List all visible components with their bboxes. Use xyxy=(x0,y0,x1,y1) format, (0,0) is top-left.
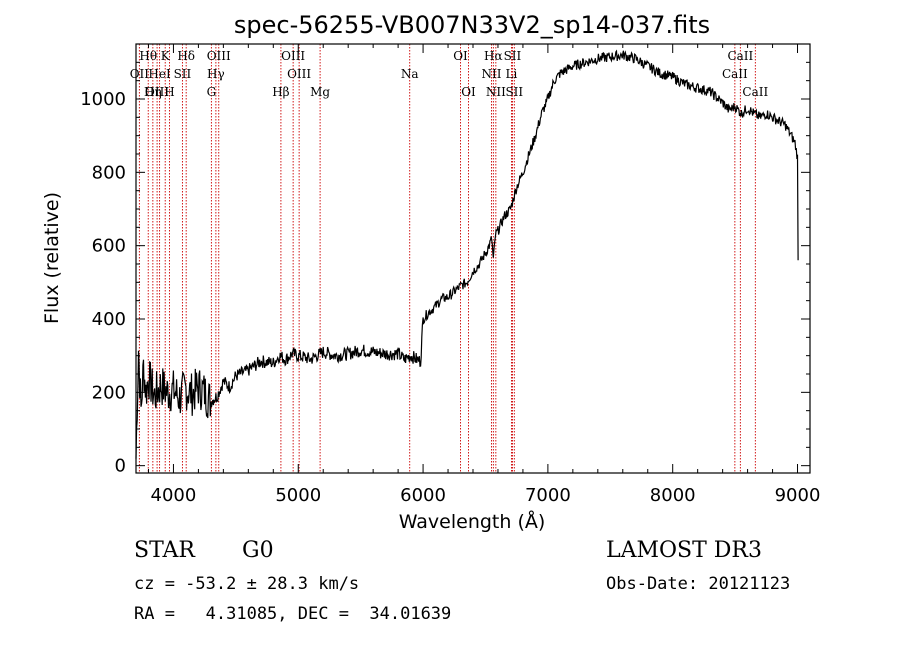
spectral-line-label: G xyxy=(207,85,217,99)
axis-ticks: 4000 5000 6000 7000 8000 9000 0 200 400 600 800 100… xyxy=(80,44,820,506)
y-tick-label: 1000 xyxy=(80,89,126,110)
y-tick-label: 0 xyxy=(115,456,126,477)
spectral-line-label: Hδ xyxy=(177,49,195,63)
y-axis-label: Flux (relative) xyxy=(41,192,63,324)
spectral-line-label: SII xyxy=(174,67,192,81)
x-axis-label: Wavelength (Å) xyxy=(399,510,546,533)
spectral-line-label: Hθ xyxy=(139,49,157,63)
spectral-line-label: Hβ xyxy=(272,85,289,99)
y-tick-label: 400 xyxy=(92,309,126,330)
redshift-cz: cz = -53.2 ± 28.3 km/s xyxy=(134,574,360,594)
spectral-line-label: OIII xyxy=(145,85,169,99)
spectral-line-label: Hα xyxy=(484,49,503,63)
x-tick-label: 9000 xyxy=(775,485,821,506)
spectrum-series-line xyxy=(135,49,799,459)
spectral-line-label: OI xyxy=(461,85,476,99)
spectral-lines-layer xyxy=(138,44,756,473)
spectral-line-label: OIII xyxy=(207,49,231,63)
spectral-line-label: HeI xyxy=(148,67,171,81)
spectral-line-label: K xyxy=(161,49,171,63)
spectral-line-label: OI xyxy=(453,49,468,63)
spectral-line-label: OII xyxy=(130,67,150,81)
y-tick-label: 800 xyxy=(92,162,126,183)
spectral-line-label: SII xyxy=(504,49,522,63)
spectral-line-label: Li xyxy=(506,67,518,81)
object-subclass: G0 xyxy=(242,538,274,563)
y-tick-label: 600 xyxy=(92,236,126,257)
object-class: STAR xyxy=(134,538,195,563)
x-tick-label: 4000 xyxy=(151,485,197,506)
x-tick-label: 5000 xyxy=(275,485,321,506)
spectral-line-label: CaII xyxy=(727,49,753,63)
observation-date: Obs-Date: 20121123 xyxy=(606,574,791,594)
spectral-line-label: Na xyxy=(401,67,419,81)
spectral-line-label: CaII xyxy=(742,85,768,99)
chart-title: spec-56255-VB007N33V2_sp14-037.fits xyxy=(234,11,710,39)
y-tick-label: 200 xyxy=(92,382,126,403)
ra-dec-coordinates: RA = 4.31085, DEC = 34.01639 xyxy=(134,604,452,624)
plot-frame xyxy=(135,43,811,474)
spectral-line-label: Hη xyxy=(144,85,162,99)
spectral-line-label: SII xyxy=(505,85,523,99)
spectral-line-label: OIII xyxy=(281,49,305,63)
spectral-line-label: NII xyxy=(481,67,501,81)
survey-name: LAMOST DR3 xyxy=(606,538,762,563)
x-tick-label: 6000 xyxy=(400,485,446,506)
spectral-line-label: H xyxy=(164,85,174,99)
spectral-line-label: OIII xyxy=(287,67,311,81)
spectral-line-label: Mg xyxy=(310,85,330,99)
x-tick-label: 7000 xyxy=(525,485,571,506)
spectral-line-label: Hγ xyxy=(207,67,225,81)
spectral-line-label: NII xyxy=(486,85,506,99)
spectral-line-label: CaII xyxy=(722,67,748,81)
x-tick-label: 8000 xyxy=(650,485,696,506)
